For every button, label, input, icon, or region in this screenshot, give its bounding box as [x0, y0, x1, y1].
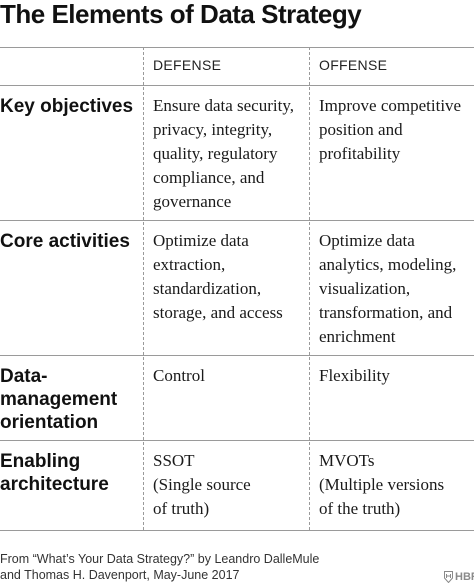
- cell-line: quality, regulatory: [153, 144, 278, 163]
- divider-header: [0, 85, 474, 86]
- column-separator-defense: [143, 47, 144, 530]
- cell-architecture-defense: SSOT (Single source of truth): [153, 449, 305, 521]
- cell-orientation-defense: Control: [153, 364, 305, 388]
- cell-line: Control: [153, 366, 205, 385]
- cell-architecture-offense: MVOTs (Multiple versions of the truth): [319, 449, 474, 521]
- source-credit-line: From “What’s Your Data Strategy?” by Lea…: [0, 552, 320, 566]
- cell-line: visualization,: [319, 279, 411, 298]
- source-credit: From “What’s Your Data Strategy?” by Lea…: [0, 551, 420, 583]
- cell-line: MVOTs: [319, 451, 375, 470]
- cell-core-activities-offense: Optimize data analytics, modeling, visua…: [319, 229, 474, 349]
- column-header-offense: OFFENSE: [319, 57, 388, 73]
- cell-line: transformation, and: [319, 303, 453, 322]
- cell-line: of truth): [153, 499, 210, 518]
- cell-key-objectives-offense: Improve competitive position and profita…: [319, 94, 474, 166]
- row-label-line: management: [0, 389, 118, 410]
- cell-key-objectives-defense: Ensure data security, privacy, integrity…: [153, 94, 305, 214]
- column-header-defense: DEFENSE: [153, 57, 222, 73]
- divider-bottom: [0, 530, 474, 531]
- divider-row-2: [0, 355, 474, 356]
- cell-line: Optimize data: [153, 231, 249, 250]
- divider-top: [0, 47, 474, 48]
- cell-line: compliance, and: [153, 168, 265, 187]
- source-credit-line: and Thomas H. Davenport, May-June 2017: [0, 568, 240, 582]
- cell-line: (Multiple versions: [319, 475, 445, 494]
- cell-line: Optimize data: [319, 231, 415, 250]
- page-title: The Elements of Data Strategy: [0, 0, 362, 29]
- cell-line: extraction,: [153, 255, 226, 274]
- cell-line: enrichment: [319, 327, 396, 346]
- row-label-core-activities: Core activities: [0, 231, 130, 252]
- cell-line: storage, and access: [153, 303, 283, 322]
- row-label-line: Data-: [0, 366, 48, 387]
- row-label-data-management-orientation: Data- management orientation: [0, 365, 143, 434]
- row-label-line: architecture: [0, 474, 109, 495]
- row-label-line: Enabling: [0, 451, 81, 472]
- column-separator-offense: [309, 47, 310, 530]
- hbr-logo: HBR: [444, 570, 474, 584]
- row-label-key-objectives: Key objectives: [0, 96, 134, 117]
- hbr-logo-text: HBR: [455, 571, 474, 583]
- cell-line: privacy, integrity,: [153, 120, 273, 139]
- cell-core-activities-defense: Optimize data extraction, standardizatio…: [153, 229, 305, 325]
- divider-row-3: [0, 440, 474, 441]
- divider-row-1: [0, 220, 474, 221]
- cell-line: position and: [319, 120, 403, 139]
- cell-line: governance: [153, 192, 232, 211]
- cell-line: SSOT: [153, 451, 195, 470]
- row-label-enabling-architecture: Enabling architecture: [0, 450, 143, 496]
- cell-line: Improve competitive: [319, 96, 462, 115]
- hbr-shield-icon: [444, 571, 453, 583]
- row-label-line: orientation: [0, 412, 99, 433]
- cell-line: Ensure data security,: [153, 96, 294, 115]
- cell-line: (Single source: [153, 475, 251, 494]
- cell-line: analytics, modeling,: [319, 255, 457, 274]
- cell-line: standardization,: [153, 279, 262, 298]
- cell-line: Flexibility: [319, 366, 390, 385]
- cell-line: of the truth): [319, 499, 401, 518]
- cell-orientation-offense: Flexibility: [319, 364, 474, 388]
- cell-line: profitability: [319, 144, 401, 163]
